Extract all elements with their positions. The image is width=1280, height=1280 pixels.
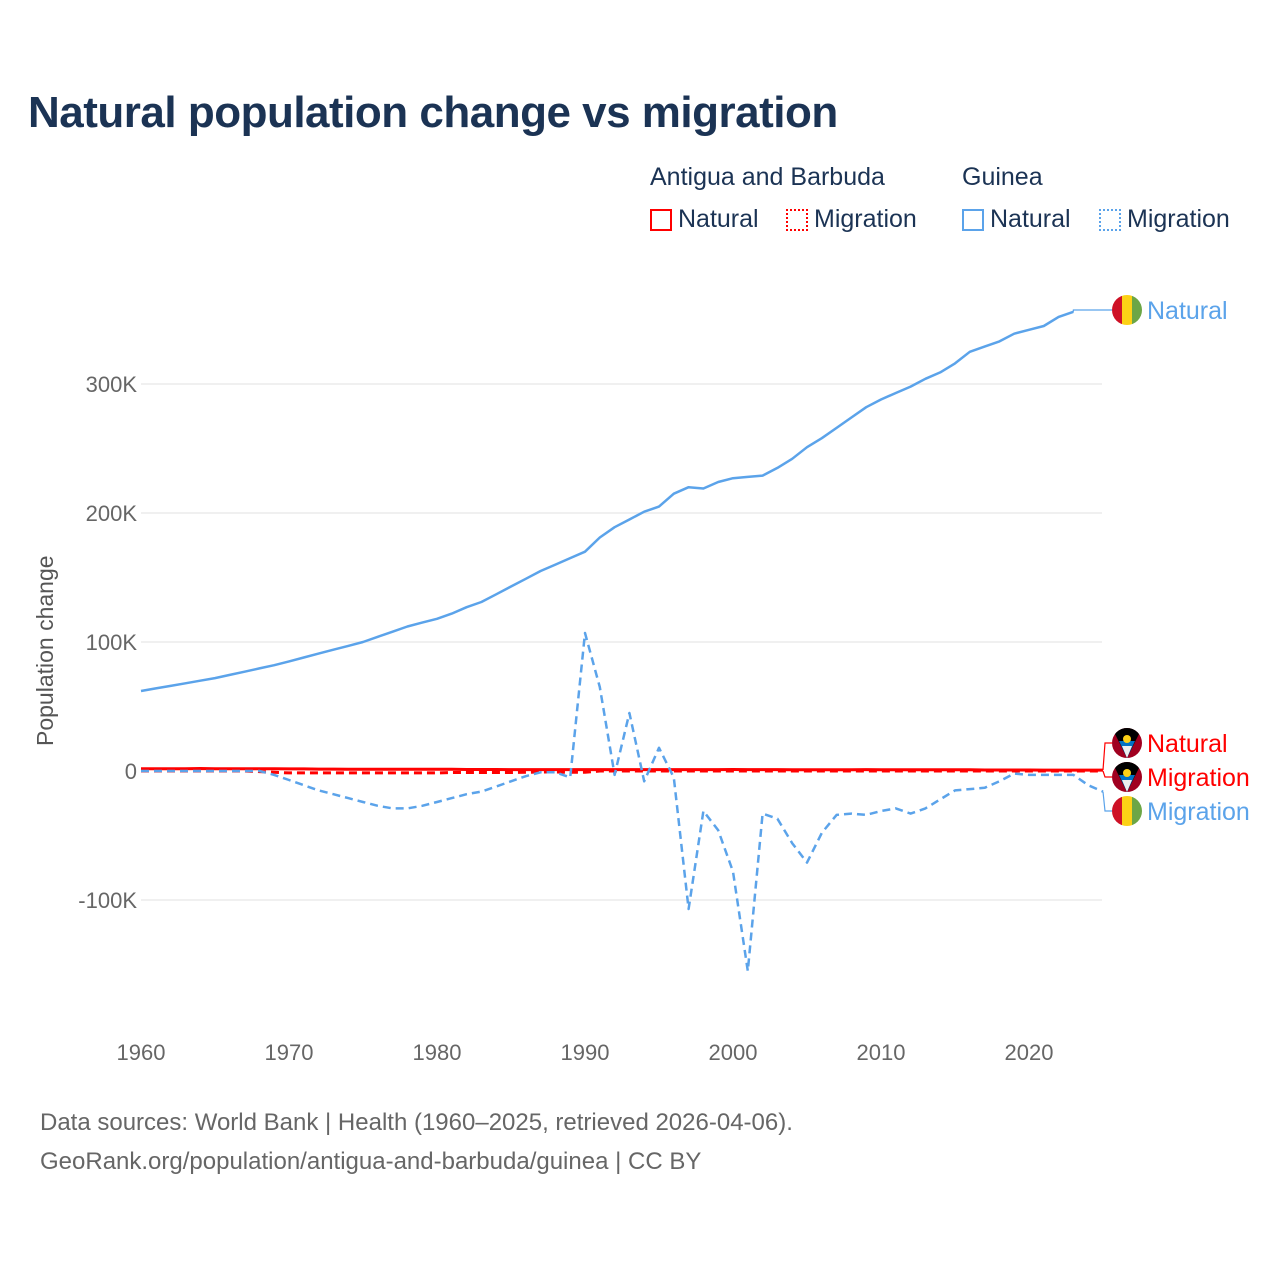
label-connector bbox=[1102, 742, 1112, 771]
legend-swatch-solid bbox=[962, 208, 984, 231]
x-tick-label: 1990 bbox=[561, 1040, 610, 1065]
source-text: Data sources: World Bank | Health (1960–… bbox=[40, 1109, 793, 1136]
flag-stripe bbox=[1122, 295, 1132, 325]
end-label: Natural bbox=[1147, 297, 1228, 325]
guinea-flag-icon bbox=[1112, 796, 1142, 826]
legend-label: Natural bbox=[678, 205, 759, 233]
y-tick-label: 300K bbox=[86, 372, 138, 397]
legend-swatch-dotted bbox=[1099, 208, 1121, 231]
legend-group-guinea: Guinea bbox=[962, 163, 1043, 191]
series-line-guinea-migration bbox=[141, 631, 1104, 973]
legend-label: Migration bbox=[1127, 205, 1230, 233]
chart-title: Natural population change vs migration bbox=[28, 88, 838, 137]
flag-stripe bbox=[1122, 796, 1132, 826]
flag-stripe bbox=[1132, 295, 1142, 325]
flag-stripe bbox=[1112, 796, 1122, 826]
label-connector bbox=[1102, 791, 1112, 812]
legend-guinea-migration[interactable]: Migration bbox=[1099, 205, 1230, 234]
antigua-flag-icon bbox=[1112, 762, 1142, 792]
antigua-flag-icon bbox=[1112, 728, 1142, 758]
x-tick-label: 2020 bbox=[1005, 1040, 1054, 1065]
end-label: Migration bbox=[1147, 798, 1250, 826]
series-line-antigua-and-barbuda-natural bbox=[141, 767, 1103, 772]
x-tick-label: 2010 bbox=[857, 1040, 906, 1065]
y-tick-label: 100K bbox=[86, 630, 138, 655]
flag-sun bbox=[1123, 769, 1131, 777]
x-tick-label: 2000 bbox=[709, 1040, 758, 1065]
y-tick-label: 200K bbox=[86, 501, 138, 526]
source-url[interactable]: GeoRank.org/population/antigua-and-barbu… bbox=[40, 1148, 702, 1175]
legend-swatch-solid bbox=[650, 208, 672, 231]
label-connector bbox=[1102, 770, 1112, 778]
flag-stripe bbox=[1112, 295, 1122, 325]
flag-stripe bbox=[1132, 796, 1142, 826]
legend-group-antigua: Antigua and Barbuda bbox=[650, 163, 885, 191]
series-line-guinea-natural bbox=[140, 310, 1074, 693]
flag-sun bbox=[1123, 735, 1131, 743]
label-connector bbox=[1072, 309, 1112, 312]
legend-label: Migration bbox=[814, 205, 917, 233]
end-label: Natural bbox=[1147, 730, 1228, 758]
x-tick-label: 1960 bbox=[117, 1040, 166, 1065]
flag-white bbox=[1122, 746, 1132, 758]
x-tick-label: 1970 bbox=[265, 1040, 314, 1065]
end-label: Migration bbox=[1147, 764, 1250, 792]
legend-swatch-dotted bbox=[786, 208, 808, 231]
flag-white bbox=[1122, 780, 1132, 792]
y-tick-label: 0 bbox=[125, 759, 137, 784]
legend-antigua-migration[interactable]: Migration bbox=[786, 205, 917, 234]
legend-guinea-natural[interactable]: Natural bbox=[962, 205, 1071, 234]
legend-label: Natural bbox=[990, 205, 1071, 233]
guinea-flag-icon bbox=[1112, 295, 1142, 325]
x-tick-label: 1980 bbox=[413, 1040, 462, 1065]
y-tick-label: -100K bbox=[78, 888, 137, 913]
legend-antigua-natural[interactable]: Natural bbox=[650, 205, 759, 234]
